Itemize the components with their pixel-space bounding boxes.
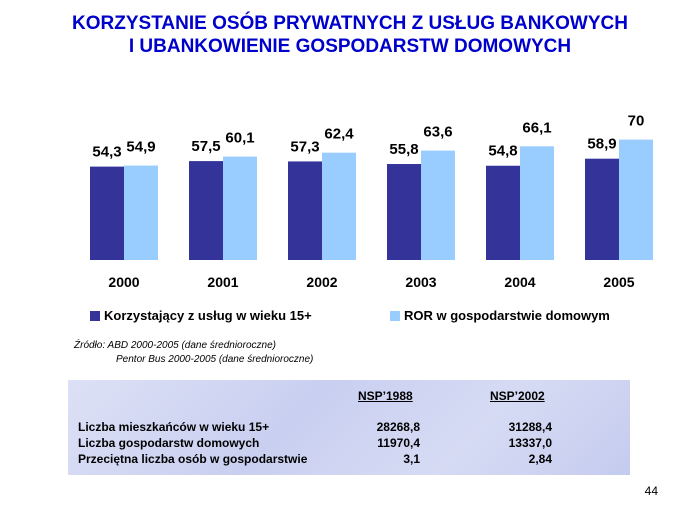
source-note: Źródło: ABD 2000-2005 (dane średnioroczn… — [74, 339, 313, 367]
bar-ror-2000 — [124, 165, 158, 260]
bar-ror-2001 — [223, 156, 257, 260]
table-row: Liczba gospodarstw domowych 11970,4 1333… — [78, 436, 552, 450]
table-row: Przeciętna liczba osób w gospodarstwie 3… — [78, 452, 552, 466]
legend-swatch-series-2 — [390, 310, 400, 321]
bar-users-2000 — [90, 166, 124, 260]
bar-users-2002 — [288, 161, 322, 260]
source-line-2: Pentor Bus 2000-2005 (dane średnioroczne… — [116, 354, 314, 365]
x-tick-label-2004: 2004 — [504, 274, 535, 290]
data-label-users-2003: 55,8 — [389, 141, 418, 158]
data-label-ror-2003: 63,6 — [423, 124, 452, 141]
bar-users-2001 — [189, 161, 223, 260]
data-label-users-2001: 57,5 — [191, 138, 220, 155]
title-line-2: I UBANKOWIENIE GOSPODARSTW DOMOWYCH — [128, 36, 572, 57]
data-label-users-2000: 54,3 — [92, 144, 121, 161]
data-label-users-2005: 58,9 — [587, 136, 616, 153]
x-tick-label-2001: 2001 — [207, 274, 238, 290]
data-label-ror-2001: 60,1 — [225, 130, 254, 147]
row-label: Liczba mieszkańców w wieku 15+ — [78, 420, 270, 434]
bar-chart: 54,3 54,9 2000 57,5 60,1 2001 57,3 62,4 2002 55,8… — [90, 113, 653, 290]
chart-title: KORZYSTANIE OSÓB PRYWATNYCH Z USŁUG BANK… — [0, 12, 700, 58]
bar-ror-2003 — [421, 150, 455, 260]
row-value-nsp2002: 13337,0 — [508, 436, 552, 450]
title-line-1: KORZYSTANIE OSÓB PRYWATNYCH Z USŁUG BANK… — [72, 13, 628, 34]
source-line-1: Źródło: ABD 2000-2005 (dane średnioroczn… — [74, 340, 276, 351]
data-label-ror-2005: 70 — [628, 113, 645, 130]
bar-users-2004 — [486, 165, 520, 260]
x-tick-label-2005: 2005 — [603, 274, 634, 290]
x-tick-label-2000: 2000 — [108, 274, 139, 290]
table-header-nsp2002: NSP’2002 — [490, 389, 545, 403]
legend-label-series-2: ROR w gospodarstwie domowym — [404, 308, 610, 323]
legend-item-series-1: Korzystający z usług w wieku 15+ — [90, 308, 312, 323]
legend-swatch-series-1 — [90, 310, 100, 321]
row-value-nsp1988: 3,1 — [403, 452, 420, 466]
bar-ror-2002 — [322, 152, 356, 260]
row-label: Liczba gospodarstw domowych — [78, 436, 260, 450]
row-value-nsp2002: 2,84 — [528, 452, 552, 466]
data-label-users-2004: 54,8 — [488, 143, 517, 160]
bar-users-2005 — [585, 158, 619, 260]
data-label-ror-2002: 62,4 — [324, 126, 354, 143]
bar-ror-2004 — [520, 146, 554, 260]
row-label: Przeciętna liczba osób w gospodarstwie — [78, 452, 308, 466]
data-label-ror-2000: 54,9 — [126, 139, 155, 156]
table-header-nsp1988: NSP’1988 — [358, 389, 413, 403]
table-row: Liczba mieszkańców w wieku 15+ 28268,8 3… — [78, 420, 552, 434]
row-value-nsp2002: 31288,4 — [508, 420, 552, 434]
census-table: NSP’1988 NSP’2002 Liczba mieszkańców w w… — [68, 380, 630, 475]
data-label-ror-2004: 66,1 — [522, 119, 551, 136]
x-tick-label-2003: 2003 — [405, 274, 436, 290]
row-value-nsp1988: 28268,8 — [376, 420, 420, 434]
legend-item-series-2: ROR w gospodarstwie domowym — [390, 308, 610, 323]
bar-users-2003 — [387, 164, 421, 260]
legend-label-series-1: Korzystający z usług w wieku 15+ — [104, 308, 312, 323]
page-number: 44 — [644, 484, 658, 498]
data-label-users-2002: 57,3 — [290, 138, 319, 155]
bar-ror-2005 — [619, 139, 653, 260]
x-tick-label-2002: 2002 — [306, 274, 337, 290]
row-value-nsp1988: 11970,4 — [377, 436, 420, 450]
